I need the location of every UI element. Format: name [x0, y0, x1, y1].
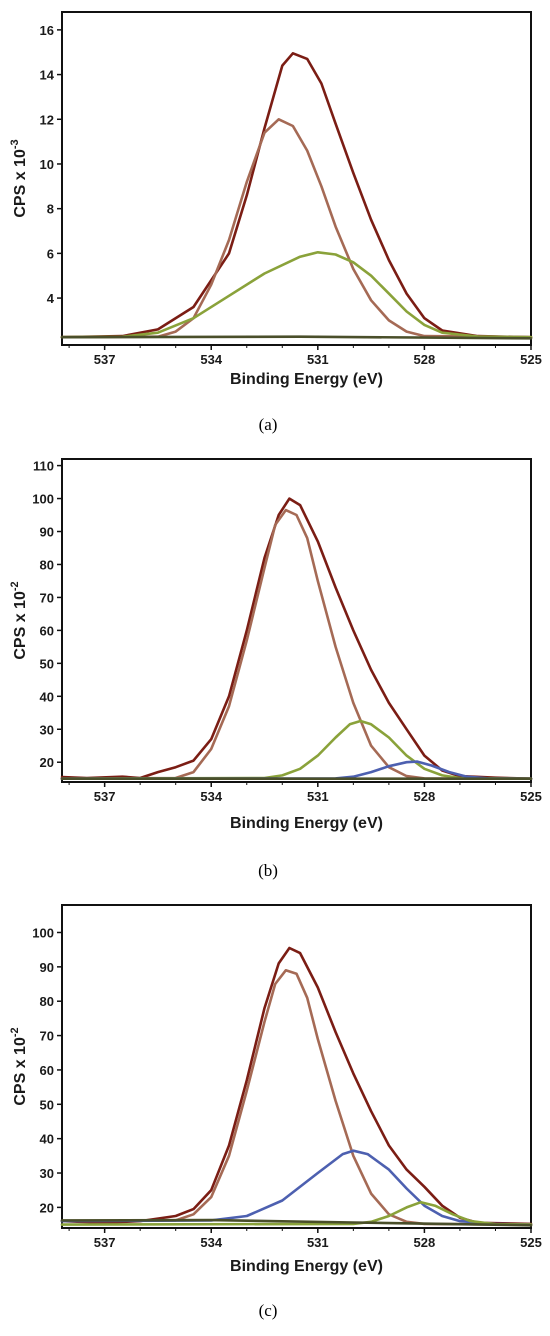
panel-label: (a) — [259, 415, 278, 434]
y-tick-label: 50 — [40, 656, 54, 671]
y-tick-label: 40 — [40, 1132, 54, 1147]
y-tick-label: 70 — [40, 590, 54, 605]
series-line-3 — [60, 1149, 533, 1226]
y-tick-label: 100 — [32, 925, 54, 940]
x-tick-label: 534 — [200, 352, 222, 367]
y-tick-label: 80 — [40, 557, 54, 572]
x-tick-label: 525 — [520, 789, 542, 804]
y-tick-label: 6 — [47, 246, 54, 261]
x-axis-label: Binding Energy (eV) — [230, 1258, 383, 1275]
y-axis-label-text: CPS x 10 — [12, 1037, 29, 1106]
x-axis-label: Binding Energy (eV) — [230, 815, 383, 832]
y-axis-label-text: CPS x 10 — [12, 149, 29, 218]
series-line-3 — [60, 251, 533, 339]
series-line-4 — [60, 760, 533, 780]
x-tick-label: 531 — [307, 352, 329, 367]
y-axis-label-exponent: -2 — [9, 581, 21, 591]
series-line-1 — [60, 52, 533, 339]
x-tick-label: 525 — [520, 352, 542, 367]
y-tick-label: 90 — [40, 525, 54, 540]
x-tick-label: 531 — [307, 1235, 329, 1250]
y-tick-label: 30 — [40, 722, 54, 737]
xps-panel-1: 537 534 531 528 525 4 6 8 10 12 14 16 Binding Energy… — [9, 11, 542, 434]
y-tick-label: 60 — [40, 1063, 54, 1078]
x-tick-label: 528 — [414, 789, 436, 804]
series-line-3 — [60, 719, 533, 780]
x-tick-label: 528 — [414, 352, 436, 367]
panel-label: (b) — [258, 861, 278, 880]
y-tick-label: 8 — [47, 202, 54, 217]
x-tick-label: 537 — [94, 789, 116, 804]
x-tick-label: 537 — [94, 352, 116, 367]
y-tick-label: 40 — [40, 689, 54, 704]
x-tick-label: 537 — [94, 1235, 116, 1250]
x-tick-label: 534 — [200, 789, 222, 804]
y-tick-label: 20 — [40, 1200, 54, 1215]
y-tick-label: 90 — [40, 960, 54, 975]
y-axis-label: CPS x 10-2 — [9, 1027, 29, 1105]
y-axis-label-exponent: -3 — [9, 139, 21, 149]
y-axis-label: CPS x 10-3 — [9, 139, 29, 217]
y-tick-label: 16 — [40, 23, 54, 38]
y-tick-label: 80 — [40, 994, 54, 1009]
y-tick-label: 4 — [47, 291, 55, 306]
x-tick-label: 531 — [307, 789, 329, 804]
y-axis-label-exponent: -2 — [9, 1027, 21, 1037]
plot-frame — [61, 458, 532, 783]
x-tick-label: 528 — [414, 1235, 436, 1250]
y-axis-label: CPS x 10-2 — [9, 581, 29, 659]
y-axis-label-text: CPS x 10 — [12, 591, 29, 660]
y-tick-label: 70 — [40, 1029, 54, 1044]
plot-frame — [61, 904, 532, 1229]
xps-panel-3: 537 534 531 528 525 20 30 40 50 60 70 80 90 100 Bindin… — [9, 904, 542, 1320]
y-tick-label: 10 — [40, 157, 54, 172]
series-line-1 — [60, 946, 533, 1226]
y-tick-label: 14 — [40, 68, 55, 83]
y-tick-label: 60 — [40, 623, 54, 638]
x-tick-label: 534 — [200, 1235, 222, 1250]
y-tick-label: 20 — [40, 755, 54, 770]
x-tick-label: 525 — [520, 1235, 542, 1250]
y-tick-label: 30 — [40, 1166, 54, 1181]
xps-panel-2: 537 534 531 528 525 20 30 40 50 60 70 80 90 100 110 Bin… — [9, 458, 542, 880]
series-line-2 — [60, 969, 533, 1226]
plot-frame — [61, 11, 532, 346]
series-line-1 — [60, 497, 533, 780]
y-tick-label: 110 — [33, 459, 54, 474]
series-line-2 — [60, 508, 533, 780]
series-line-4 — [60, 335, 533, 340]
x-axis-label: Binding Energy (eV) — [230, 371, 383, 388]
y-tick-label: 12 — [40, 112, 54, 127]
y-tick-label: 100 — [32, 492, 54, 507]
series-line-5 — [60, 1218, 533, 1227]
y-tick-label: 50 — [40, 1097, 54, 1112]
panel-label: (c) — [259, 1301, 278, 1320]
series-line-2 — [60, 118, 533, 339]
